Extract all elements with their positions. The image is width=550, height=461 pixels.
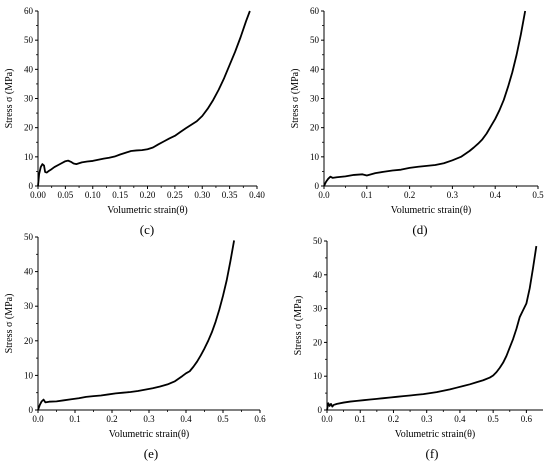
- x-tick-label: 0.15: [112, 190, 128, 200]
- y-tick-label: 50: [24, 35, 34, 45]
- chart-panel-3: 0.0 0.1 0.2 0.3 0.4 0.5 0.6 0 10 20 30 40 50 Volumetr…: [293, 236, 543, 461]
- panel-label: (e): [144, 446, 158, 461]
- y-axis-label: Stress σ (MPa): [290, 69, 301, 129]
- y-tick-label: 20: [24, 123, 34, 133]
- x-tick-label: 0.3: [421, 414, 433, 424]
- y-tick-label: 10: [310, 152, 320, 162]
- x-tick-label: 0.1: [355, 414, 366, 424]
- panel-label: (d): [412, 222, 427, 237]
- y-tick-label: 40: [310, 64, 320, 74]
- series-line-0: [37, 10, 251, 187]
- x-tick-label: 0.00: [30, 190, 46, 200]
- y-tick-label: 40: [313, 270, 323, 280]
- x-tick-label: 0.1: [361, 190, 372, 200]
- x-tick-label: 0.25: [167, 190, 183, 200]
- x-tick-label: 0.0: [32, 414, 44, 424]
- x-tick-label: 0.3: [143, 414, 155, 424]
- y-tick-label: 20: [310, 123, 320, 133]
- y-tick-label: 30: [310, 94, 320, 104]
- x-tick-label: 0.6: [254, 414, 266, 424]
- x-tick-label: 0.10: [85, 190, 101, 200]
- x-tick-label: 0.2: [106, 414, 117, 424]
- y-tick-label: 20: [24, 336, 34, 346]
- series-line-0: [37, 240, 235, 411]
- y-tick-label: 60: [310, 6, 320, 16]
- panel-label: (c): [140, 222, 154, 237]
- y-tick-label: 30: [313, 304, 323, 314]
- y-tick-label: 10: [313, 371, 323, 381]
- y-tick-label: 0: [315, 181, 320, 191]
- y-tick-label: 60: [24, 6, 34, 16]
- series-line-0: [323, 10, 527, 187]
- y-tick-label: 10: [24, 370, 34, 380]
- y-tick-label: 0: [29, 405, 34, 415]
- x-tick-label: 0.30: [194, 190, 210, 200]
- x-tick-label: 0.0: [321, 414, 333, 424]
- y-tick-label: 50: [310, 35, 320, 45]
- y-tick-label: 10: [24, 152, 34, 162]
- x-tick-label: 0.4: [454, 414, 466, 424]
- x-tick-label: 0.3: [447, 190, 459, 200]
- chart-panel-0: 0.00 0.05 0.10 0.15 0.20 0.25 0.30 0.35 0.40 0 10 2…: [4, 6, 265, 237]
- y-tick-label: 40: [24, 64, 34, 74]
- x-tick-label: 0.5: [532, 190, 544, 200]
- x-axis-label: Volumetric strain(θ): [109, 429, 189, 440]
- x-tick-label: 0.1: [69, 414, 80, 424]
- series-line-0: [326, 245, 538, 411]
- y-tick-label: 20: [313, 337, 323, 347]
- x-tick-label: 0.05: [58, 190, 74, 200]
- x-axis-label: Volumetric strain(θ): [395, 429, 475, 440]
- x-tick-label: 0.5: [217, 414, 229, 424]
- chart-panel-2: 0.0 0.1 0.2 0.3 0.4 0.5 0.6 0 10 20 30 40 50 Volumetr…: [4, 232, 266, 461]
- x-tick-label: 0.2: [404, 190, 415, 200]
- y-tick-label: 40: [24, 267, 34, 277]
- y-tick-label: 50: [24, 232, 34, 242]
- x-tick-label: 0.20: [140, 190, 156, 200]
- y-tick-label: 30: [24, 301, 34, 311]
- x-tick-label: 0.6: [521, 414, 533, 424]
- x-axis-label: Volumetric strain(θ): [107, 205, 187, 216]
- y-tick-label: 50: [313, 236, 323, 246]
- x-tick-label: 0.5: [488, 414, 500, 424]
- y-axis-label: Stress σ (MPa): [4, 69, 15, 129]
- panel-label: (f): [426, 446, 439, 461]
- y-tick-label: 0: [29, 181, 34, 191]
- x-tick-label: 0.40: [249, 190, 265, 200]
- y-tick-label: 30: [24, 94, 34, 104]
- x-tick-label: 0.4: [180, 414, 192, 424]
- x-tick-label: 0.35: [222, 190, 238, 200]
- x-tick-label: 0.0: [318, 190, 330, 200]
- x-axis-label: Volumetric strain(θ): [391, 205, 471, 216]
- chart-panel-1: 0.0 0.1 0.2 0.3 0.4 0.5 0 10 20 30 40 50 60 Volumetri…: [290, 6, 544, 237]
- x-tick-label: 0.4: [490, 190, 502, 200]
- y-axis-label: Stress σ (MPa): [4, 294, 15, 354]
- x-tick-label: 0.2: [388, 414, 399, 424]
- y-axis-label: Stress σ (MPa): [293, 296, 304, 356]
- y-tick-label: 0: [318, 405, 323, 415]
